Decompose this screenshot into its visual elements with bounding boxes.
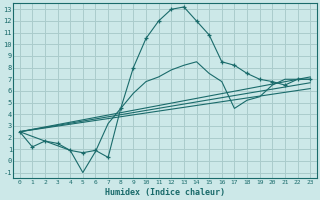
X-axis label: Humidex (Indice chaleur): Humidex (Indice chaleur) bbox=[105, 188, 225, 197]
